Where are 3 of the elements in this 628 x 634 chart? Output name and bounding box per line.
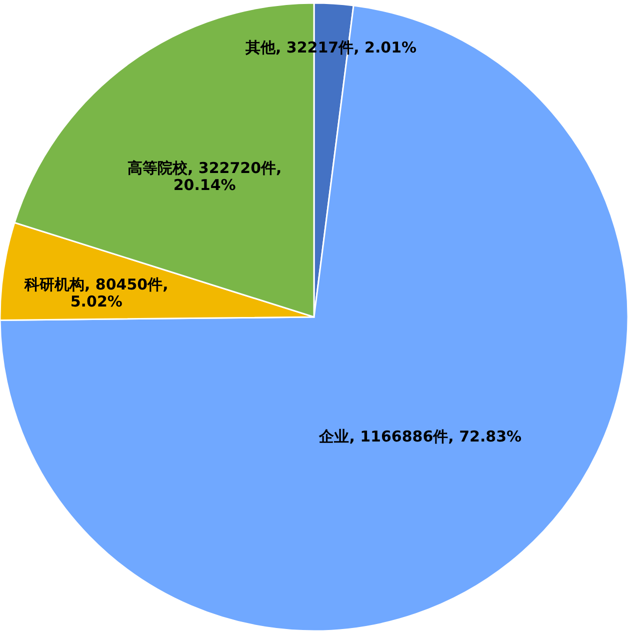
slice-label: 企业, 1166886件, 72.83% [318,428,522,446]
slice-label: 高等院校, 322720件, 20.14% [127,158,282,194]
slice-label: 科研机构, 80450件, 5.02% [23,276,168,311]
